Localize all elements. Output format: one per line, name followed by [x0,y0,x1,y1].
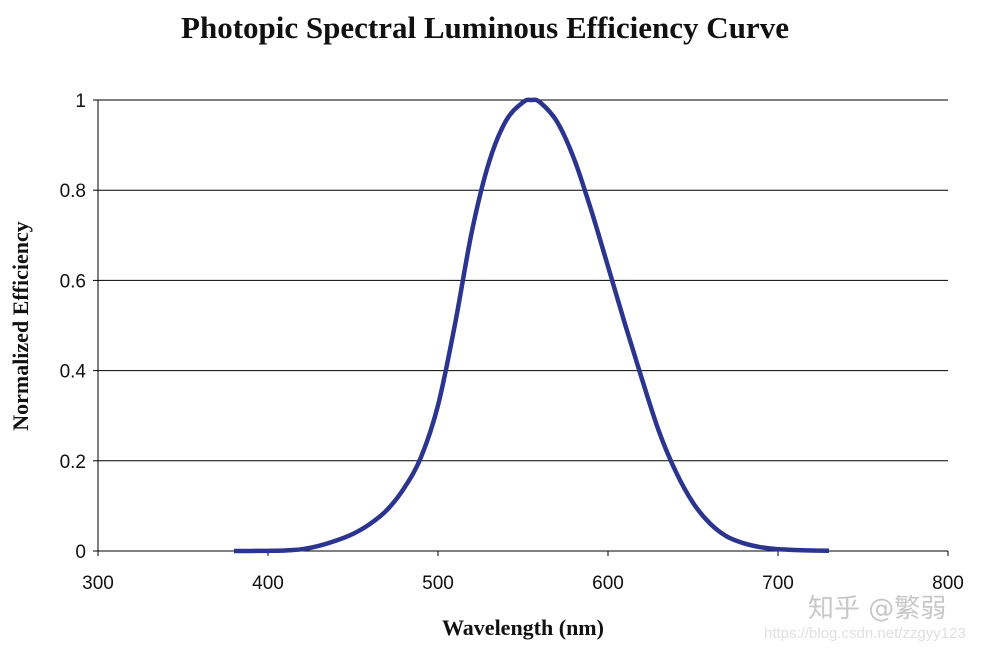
y-tick-label: 0.2 [60,452,86,473]
y-axis-label: Normalized Efficiency [8,221,33,431]
x-tick-label: 600 [592,573,624,594]
x-tick-label: 300 [82,573,114,594]
x-tick-label: 700 [762,573,794,594]
x-tick-labels: 300 400 500 600 700 800 [82,551,964,594]
y-tick-label: 1 [75,91,86,112]
x-axis-label: Wavelength (nm) [442,615,604,640]
watermark-line1: 知乎 @繁弱 [808,594,946,624]
chart-title: Photopic Spectral Luminous Efficiency Cu… [181,10,789,45]
y-tick-label: 0.8 [60,181,86,202]
y-tick-labels: 0 0.2 0.4 0.6 0.8 1 [60,91,98,563]
series-line [233,97,830,554]
gridlines [98,99,948,462]
y-tick-label: 0.4 [60,362,87,383]
x-tick-label: 800 [932,573,964,594]
y-tick-label: 0.6 [60,271,86,292]
y-tick-label: 0 [75,542,86,563]
x-tick-label: 400 [252,573,284,594]
watermark-line2: https://blog.csdn.net/zzgyy123 [764,625,966,642]
x-tick-label: 500 [422,573,454,594]
